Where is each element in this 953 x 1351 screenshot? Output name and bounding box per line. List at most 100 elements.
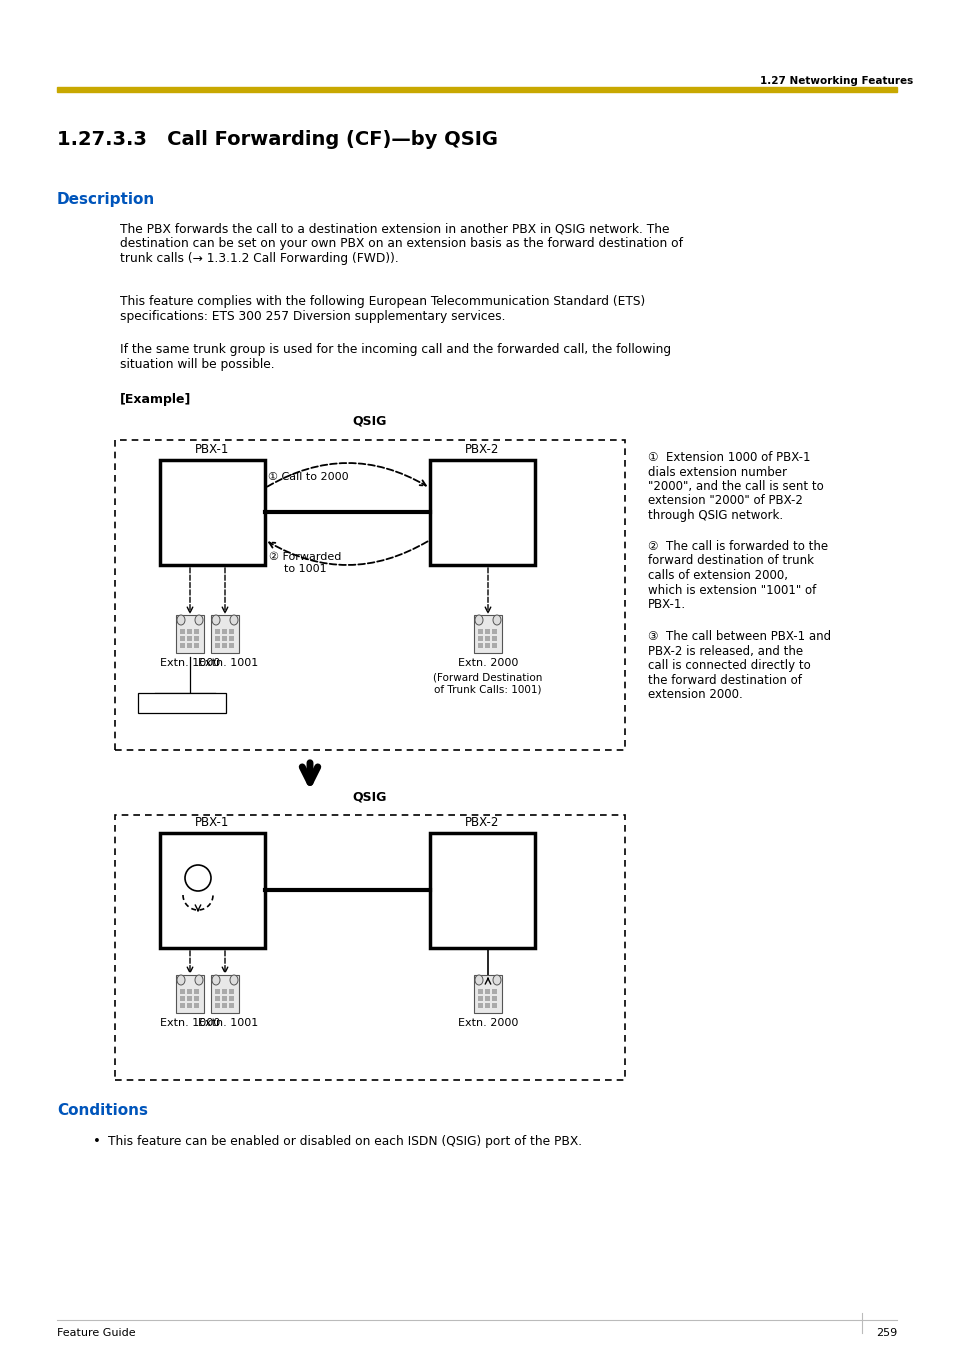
Bar <box>214 996 220 1001</box>
Text: Extn. 2000: Extn. 2000 <box>457 658 517 667</box>
Bar <box>492 989 497 994</box>
Bar <box>477 643 482 648</box>
Text: PBX-1: PBX-1 <box>194 443 229 457</box>
Bar <box>484 636 490 640</box>
Bar <box>492 636 497 640</box>
Text: ②  The call is forwarded to the: ② The call is forwarded to the <box>647 540 827 553</box>
Bar <box>187 1002 192 1008</box>
Bar <box>484 989 490 994</box>
Bar <box>477 636 482 640</box>
Bar <box>180 630 185 634</box>
Text: (Forward Destination: (Forward Destination <box>433 671 542 682</box>
Text: This feature complies with the following European Telecommunication Standard (ET: This feature complies with the following… <box>120 295 644 308</box>
Text: forward destination of trunk: forward destination of trunk <box>647 554 813 567</box>
Bar <box>115 440 624 750</box>
Text: PBX-1: PBX-1 <box>194 816 229 830</box>
Bar <box>180 996 185 1001</box>
Bar <box>187 989 192 994</box>
Text: [Example]: [Example] <box>120 393 192 407</box>
Text: of Trunk Calls: 1001): of Trunk Calls: 1001) <box>434 685 541 694</box>
Bar <box>222 636 227 640</box>
Text: ② Forwarded
to 1001: ② Forwarded to 1001 <box>269 553 341 574</box>
Bar <box>477 1002 482 1008</box>
Text: PBX-1.: PBX-1. <box>647 598 685 611</box>
Bar <box>180 636 185 640</box>
Ellipse shape <box>230 975 237 985</box>
Ellipse shape <box>194 615 203 626</box>
Text: ①  Extension 1000 of PBX-1: ① Extension 1000 of PBX-1 <box>647 451 810 463</box>
Bar <box>115 815 624 1079</box>
Bar <box>211 615 239 653</box>
Text: Extn. 1001: Extn. 1001 <box>197 658 258 667</box>
Text: 1.27.3.3   Call Forwarding (CF)—by QSIG: 1.27.3.3 Call Forwarding (CF)—by QSIG <box>57 130 497 149</box>
Text: This feature can be enabled or disabled on each ISDN (QSIG) port of the PBX.: This feature can be enabled or disabled … <box>108 1135 581 1148</box>
Bar <box>430 834 535 948</box>
Bar <box>214 643 220 648</box>
Text: Extn. 2000: Extn. 2000 <box>457 1019 517 1028</box>
Bar <box>57 86 896 92</box>
Bar <box>492 643 497 648</box>
Text: 1.27 Networking Features: 1.27 Networking Features <box>760 76 912 86</box>
Text: extension "2000" of PBX-2: extension "2000" of PBX-2 <box>647 494 802 508</box>
Bar <box>229 630 233 634</box>
Bar <box>180 1002 185 1008</box>
Bar <box>193 1002 199 1008</box>
Bar <box>193 989 199 994</box>
Text: Conditions: Conditions <box>57 1102 148 1119</box>
Bar <box>474 615 501 653</box>
Bar <box>492 996 497 1001</box>
Text: •: • <box>92 1135 101 1148</box>
Bar <box>229 1002 233 1008</box>
Text: through QSIG network.: through QSIG network. <box>647 509 782 521</box>
Text: Extn. 1000: Extn. 1000 <box>160 1019 220 1028</box>
Bar <box>175 975 204 1013</box>
Text: QSIG: QSIG <box>353 790 387 802</box>
Bar <box>474 975 501 1013</box>
Text: extension 2000.: extension 2000. <box>647 688 742 701</box>
Text: Description: Description <box>57 192 155 207</box>
Bar <box>180 989 185 994</box>
Text: ③: ③ <box>193 866 203 878</box>
Text: call is connected directly to: call is connected directly to <box>647 659 810 671</box>
Bar <box>187 643 192 648</box>
Bar <box>229 989 233 994</box>
Bar <box>484 1002 490 1008</box>
Text: which is extension "1001" of: which is extension "1001" of <box>647 584 816 597</box>
Bar <box>214 989 220 994</box>
Text: The PBX forwards the call to a destination extension in another PBX in QSIG netw: The PBX forwards the call to a destinati… <box>120 222 669 235</box>
Ellipse shape <box>194 975 203 985</box>
Text: specifications: ETS 300 257 Diversion supplementary services.: specifications: ETS 300 257 Diversion su… <box>120 309 505 323</box>
Ellipse shape <box>493 615 500 626</box>
Bar <box>492 630 497 634</box>
Bar <box>138 693 226 713</box>
Bar <box>187 996 192 1001</box>
Bar <box>193 630 199 634</box>
Bar <box>193 636 199 640</box>
Bar <box>193 996 199 1001</box>
Bar <box>229 643 233 648</box>
Bar <box>160 459 265 565</box>
Bar <box>222 989 227 994</box>
Text: Feature Guide: Feature Guide <box>57 1328 135 1337</box>
Bar <box>222 996 227 1001</box>
Ellipse shape <box>493 975 500 985</box>
Bar <box>187 636 192 640</box>
Text: ① Call to 2000: ① Call to 2000 <box>268 471 348 482</box>
Bar <box>222 1002 227 1008</box>
Text: If the same trunk group is used for the incoming call and the forwarded call, th: If the same trunk group is used for the … <box>120 343 670 357</box>
Bar <box>214 1002 220 1008</box>
Bar <box>193 643 199 648</box>
Ellipse shape <box>230 615 237 626</box>
Text: Extn. 1001: Extn. 1001 <box>197 1019 258 1028</box>
Bar <box>180 643 185 648</box>
Bar <box>214 636 220 640</box>
Text: "2000", and the call is sent to: "2000", and the call is sent to <box>647 480 822 493</box>
Text: destination can be set on your own PBX on an extension basis as the forward dest: destination can be set on your own PBX o… <box>120 236 682 250</box>
Text: Dials "2000".: Dials "2000". <box>148 698 215 708</box>
Ellipse shape <box>475 975 482 985</box>
Text: situation will be possible.: situation will be possible. <box>120 358 274 372</box>
Ellipse shape <box>475 615 482 626</box>
Text: ③  The call between PBX-1 and: ③ The call between PBX-1 and <box>647 630 830 643</box>
Bar <box>222 643 227 648</box>
Bar <box>492 1002 497 1008</box>
